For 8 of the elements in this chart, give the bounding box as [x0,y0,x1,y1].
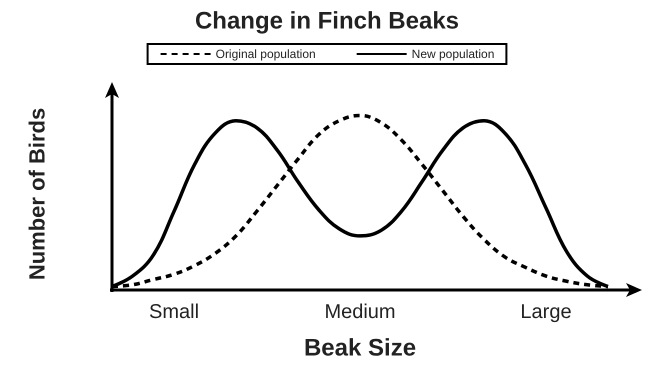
x-tick-label: Large [520,301,572,323]
x-tick-label: Small [148,301,200,323]
legend-label: Original population [216,47,316,61]
x-axis-title: Beak Size [304,334,416,362]
x-tick-label: Medium [324,301,396,323]
y-axis-title: Number of Birds [24,108,50,280]
chart-title: Change in Finch Beaks [194,8,460,34]
legend-label: New population [412,47,494,61]
